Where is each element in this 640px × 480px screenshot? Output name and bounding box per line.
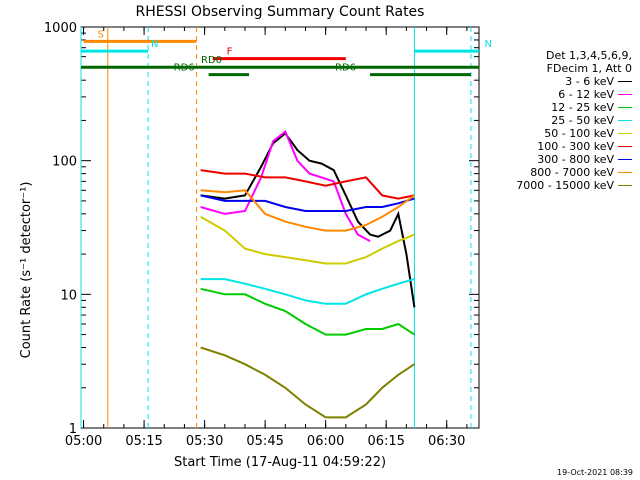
legend-item: 6 - 12 keV: [558, 89, 632, 100]
legend-swatch: [618, 81, 632, 82]
legend-item: 300 - 800 keV: [537, 154, 632, 165]
flag-bar-label: S: [98, 29, 104, 40]
x-tick-label: 05:45: [246, 434, 283, 449]
legend-item: 50 - 100 keV: [544, 128, 632, 139]
y-tick-label: 10: [60, 288, 77, 303]
legend-swatch: [618, 146, 632, 147]
series-line: [200, 189, 415, 232]
flag-bar-label: N: [484, 39, 491, 50]
series-line: [200, 194, 415, 212]
series-line: [200, 278, 415, 305]
x-tick-label: 06:00: [307, 434, 344, 449]
legend-swatch: [618, 94, 632, 95]
legend-item: 800 - 7000 keV: [530, 167, 632, 178]
flag-bar-label: RD6: [174, 63, 195, 74]
legend-header: FDecim 1, Att 0: [546, 62, 632, 75]
legend-item: 12 - 25 keV: [551, 102, 632, 113]
footer-timestamp: 19-Oct-2021 08:39: [557, 468, 633, 477]
series-line: [200, 215, 415, 265]
legend-label: 6 - 12 keV: [558, 88, 614, 101]
chart-title: RHESSI Observing Summary Count Rates: [136, 4, 425, 20]
flag-bar-label: F: [227, 47, 233, 58]
y-axis-label: Count Rate (s⁻¹ detector⁻¹): [19, 182, 34, 359]
legend-label: 12 - 25 keV: [551, 101, 614, 114]
x-axis-label: Start Time (17-Aug-11 04:59:22): [174, 455, 386, 470]
x-tick-label: 06:15: [367, 434, 404, 449]
x-tick-label: 05:30: [186, 434, 223, 449]
legend-swatch: [618, 185, 632, 186]
x-tick-label: 05:00: [65, 434, 102, 449]
series-line: [200, 287, 415, 336]
legend-item: 3 - 6 keV: [565, 76, 632, 87]
x-tick-label: 05:15: [125, 434, 162, 449]
legend-label: 7000 - 15000 keV: [516, 179, 614, 192]
chart-marks: S N N F RD0 RD6 RD6: [80, 27, 492, 428]
series-line: [200, 130, 371, 242]
legend-label: 300 - 800 keV: [537, 153, 614, 166]
legend-swatch: [618, 172, 632, 173]
legend-item: 7000 - 15000 keV: [516, 180, 632, 191]
legend-label: 25 - 50 keV: [551, 114, 614, 127]
legend-label: 100 - 300 keV: [537, 140, 614, 153]
legend-item: 25 - 50 keV: [551, 115, 632, 126]
y-tick-label: 100: [52, 155, 77, 170]
legend-swatch: [618, 159, 632, 160]
legend-swatch: [618, 133, 632, 134]
series-line: [200, 346, 415, 419]
y-tick-label: 1: [69, 422, 77, 437]
flag-bar-label: RD0: [201, 55, 222, 66]
flag-bar-label: N: [151, 39, 158, 50]
plot-frame: [80, 26, 480, 429]
series-line: [200, 169, 415, 200]
legend-swatch: [618, 120, 632, 121]
legend-header: Det 1,3,4,5,6,9,: [545, 49, 632, 62]
legend-label: 800 - 7000 keV: [530, 166, 614, 179]
y-tick-label: 1000: [44, 21, 77, 36]
legend-label: 3 - 6 keV: [565, 75, 614, 88]
series-line: [200, 131, 416, 308]
flag-bar-label: RD6: [335, 63, 356, 74]
x-tick-label: 06:30: [428, 434, 465, 449]
legend-item: 100 - 300 keV: [537, 141, 632, 152]
legend-label: 50 - 100 keV: [544, 127, 614, 140]
legend-swatch: [618, 107, 632, 108]
